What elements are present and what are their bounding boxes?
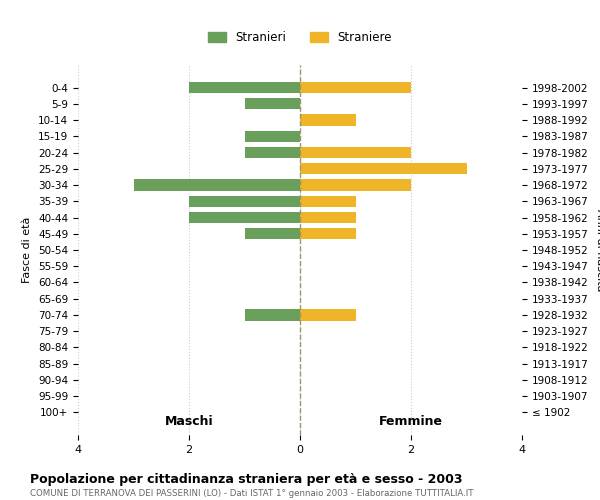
Legend: Stranieri, Straniere: Stranieri, Straniere [203, 26, 397, 49]
Bar [300, 228, 355, 239]
Bar [300, 82, 411, 93]
Y-axis label: Fasce di età: Fasce di età [22, 217, 32, 283]
Bar [300, 163, 467, 174]
Text: COMUNE DI TERRANOVA DEI PASSERINI (LO) - Dati ISTAT 1° gennaio 2003 - Elaborazio: COMUNE DI TERRANOVA DEI PASSERINI (LO) -… [30, 489, 473, 498]
Bar [300, 196, 355, 207]
Text: Femmine: Femmine [379, 415, 443, 428]
Bar [133, 180, 300, 190]
Bar [245, 130, 300, 142]
Bar [300, 212, 355, 223]
Text: Maschi: Maschi [164, 415, 214, 428]
Bar [189, 82, 300, 93]
Bar [245, 310, 300, 320]
Y-axis label: Anni di nascita: Anni di nascita [595, 209, 600, 291]
Bar [189, 196, 300, 207]
Bar [300, 147, 411, 158]
Bar [245, 228, 300, 239]
Bar [300, 114, 355, 126]
Bar [300, 180, 411, 190]
Text: Popolazione per cittadinanza straniera per età e sesso - 2003: Popolazione per cittadinanza straniera p… [30, 472, 463, 486]
Bar [189, 212, 300, 223]
Bar [300, 310, 355, 320]
Bar [245, 147, 300, 158]
Bar [245, 98, 300, 110]
